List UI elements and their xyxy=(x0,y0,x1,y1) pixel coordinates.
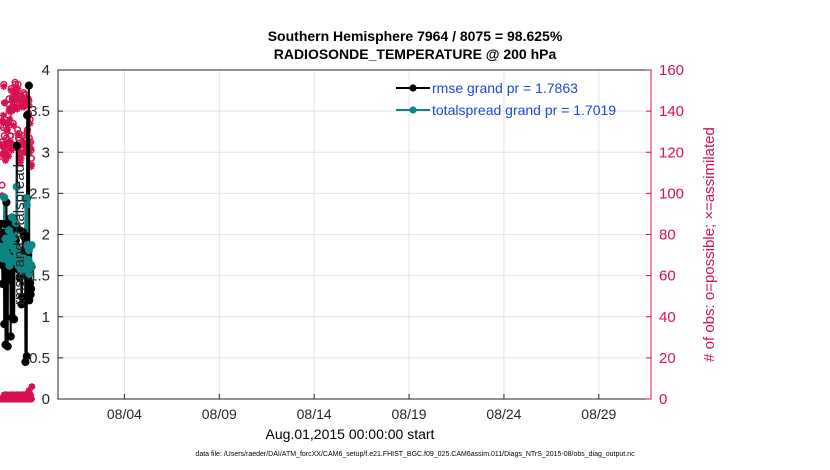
rmse-point xyxy=(6,332,15,341)
totalspread-point xyxy=(27,241,36,250)
obs-assimilated-marker xyxy=(14,85,22,93)
y2-tick-label: 120 xyxy=(659,144,684,161)
legend-marker-rmse xyxy=(409,84,417,92)
y-tick-label: 3 xyxy=(42,144,50,161)
data-file-label: data file: /Users/raeder/DAI/ATM_forcXX/… xyxy=(195,451,635,458)
totalspread-point xyxy=(12,182,21,191)
y-tick-label: 2 xyxy=(42,227,50,244)
obs-assimilated-marker xyxy=(8,146,16,154)
y2-axis-label: # of obs: o=possible; ×=assimilated xyxy=(701,127,718,362)
x-tick-label: 08/24 xyxy=(486,406,521,422)
obs-assimilated-marker xyxy=(0,117,7,125)
chart-title-line2: RADIOSONDE_TEMPERATURE @ 200 hPa xyxy=(273,46,557,62)
obs-assimilated-marker xyxy=(0,111,7,119)
totalspread-point xyxy=(23,194,32,203)
y-tick-label: 4 xyxy=(42,62,50,79)
rmse-point xyxy=(24,81,34,90)
y-tick-label: 3.5 xyxy=(29,103,50,120)
rmse-point xyxy=(12,141,21,150)
rmse-point xyxy=(23,111,32,120)
totalspread-point xyxy=(11,218,21,228)
x-tick-label: 08/09 xyxy=(202,406,237,422)
rmse-point xyxy=(10,315,19,324)
obs-zero-assimilated-marker xyxy=(28,383,36,391)
obs-assimilated-marker xyxy=(9,122,17,130)
y2-tick-label: 60 xyxy=(659,268,676,285)
y-tick-label: 0 xyxy=(42,391,50,408)
totalspread-point xyxy=(26,260,36,270)
obs-assimilated-marker xyxy=(22,95,30,103)
y2-tick-label: 100 xyxy=(659,185,684,202)
x-tick-label: 08/29 xyxy=(581,406,616,422)
legend-marker-totalspread xyxy=(409,106,417,114)
y-axis-label: rmse and totalspread xyxy=(11,164,28,305)
rmse-point xyxy=(3,342,12,351)
rmse-point xyxy=(0,219,10,228)
chart-title-line1: Southern Hemisphere 7964 / 8075 = 98.625… xyxy=(267,28,563,44)
rmse-point xyxy=(5,275,14,284)
y-tick-label: 1.5 xyxy=(29,268,50,285)
y2-tick-label: 160 xyxy=(659,62,684,79)
y2-tick-label: 140 xyxy=(659,103,684,120)
totalspread-point xyxy=(7,213,17,222)
x-start-label: Aug.01,2015 00:00:00 start xyxy=(265,426,435,442)
rmse-point xyxy=(26,284,36,293)
y2-tick-label: 40 xyxy=(659,309,676,326)
x-tick-label: 08/19 xyxy=(392,406,427,422)
rmse-point xyxy=(0,320,9,329)
rmse-point xyxy=(0,279,7,288)
y-tick-label: 2.5 xyxy=(29,185,50,202)
obs-assimilated-marker xyxy=(6,115,14,123)
y2-tick-label: 80 xyxy=(659,227,676,244)
obs-assimilated-marker xyxy=(14,130,22,138)
rmse-point xyxy=(17,292,27,302)
legend-label-rmse: rmse grand pr = 1.7863 xyxy=(432,80,578,96)
obs-possible-marker xyxy=(0,181,6,189)
y-tick-label: 1 xyxy=(42,309,50,326)
obs-assimilated-marker xyxy=(7,138,15,146)
obs-assimilated-marker xyxy=(17,154,25,162)
rmse-point xyxy=(22,352,31,361)
obs-assimilated-marker xyxy=(13,93,21,101)
y-tick-label: 0.5 xyxy=(29,350,50,367)
obs-assimilated-marker xyxy=(0,82,8,90)
obs-assimilated-marker xyxy=(4,126,12,134)
obs-zero-assimilated-marker xyxy=(28,395,35,403)
x-tick-label: 08/14 xyxy=(297,406,332,422)
totalspread-point xyxy=(0,193,9,202)
rmse-point xyxy=(21,232,30,241)
y2-tick-label: 20 xyxy=(659,350,676,367)
y2-tick-label: 0 xyxy=(659,391,667,408)
obs-assimilated-marker xyxy=(5,152,13,160)
totalspread-point xyxy=(9,233,18,242)
obs-assimilated-marker xyxy=(1,99,9,107)
legend-label-totalspread: totalspread grand pr = 1.7019 xyxy=(432,102,616,118)
x-tick-label: 08/04 xyxy=(107,406,142,422)
